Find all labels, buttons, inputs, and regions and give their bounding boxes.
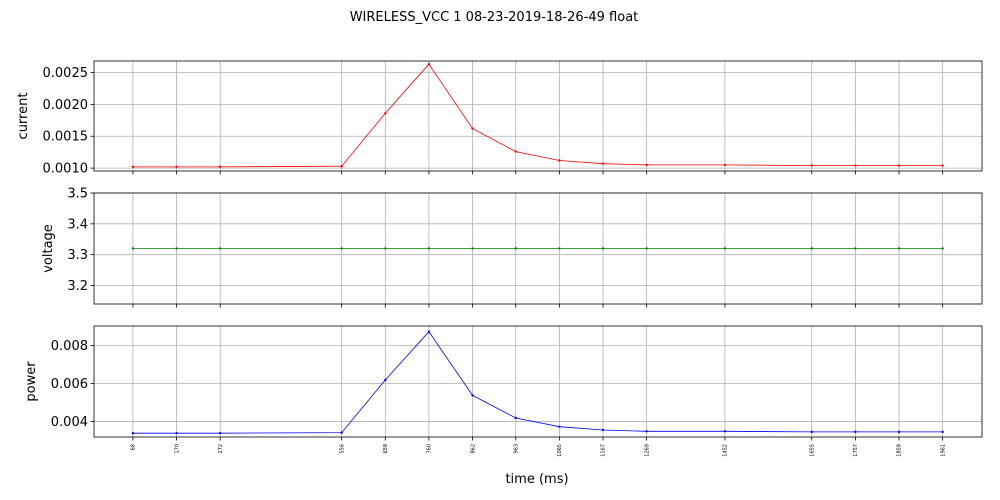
x-tick-label: 170 <box>174 444 180 454</box>
data-point <box>218 431 222 435</box>
chart-title: WIRELESS_VCC 1 08-23-2019-18-26-49 float <box>350 10 639 25</box>
y-tick-label: 0.004 <box>51 415 88 430</box>
data-point <box>854 164 857 167</box>
x-tick-label: 1757 <box>853 444 859 457</box>
data-point <box>897 164 901 167</box>
x-tick-label: 1452 <box>723 444 729 457</box>
x-tick-label: 963 <box>513 444 519 454</box>
data-point <box>427 62 431 66</box>
data-point <box>941 247 944 250</box>
data-point <box>175 165 178 169</box>
x-tick-label: 1269 <box>644 444 650 457</box>
data-point <box>810 247 813 250</box>
data-point <box>601 162 605 165</box>
data-point <box>340 165 343 168</box>
data-point <box>471 394 474 397</box>
data-point <box>558 247 561 250</box>
data-point <box>854 247 857 250</box>
data-point <box>601 428 605 432</box>
y-tick-label: 0.0015 <box>43 130 89 145</box>
data-point <box>471 127 474 130</box>
data-point <box>601 247 605 250</box>
data-point <box>218 165 222 169</box>
data-point <box>340 247 343 250</box>
data-point <box>723 430 727 433</box>
data-point <box>471 247 474 250</box>
data-point <box>340 431 343 434</box>
y-tick-label: 0.0025 <box>43 66 89 81</box>
y-tick-label: 3.3 <box>67 248 88 263</box>
data-point <box>723 163 727 167</box>
data-point <box>645 163 648 167</box>
data-point <box>131 431 135 435</box>
data-point <box>218 247 222 250</box>
data-point <box>941 430 944 434</box>
data-point <box>384 112 387 115</box>
data-point <box>723 247 727 250</box>
data-point <box>558 159 561 162</box>
data-point <box>427 247 431 250</box>
x-tick-label: 1655 <box>809 444 815 457</box>
data-point <box>514 247 517 250</box>
axes-frame <box>93 192 983 305</box>
y-tick-label: 0.0010 <box>43 162 89 177</box>
data-point <box>645 247 648 250</box>
y-tick-label: 3.4 <box>67 217 88 232</box>
x-tick-label: 272 <box>218 444 224 454</box>
data-point <box>514 416 517 420</box>
subplot-current: 0.0010 0.0015 0.0020 0.0025 current <box>16 60 983 177</box>
data-point <box>514 150 517 153</box>
x-tick-label: 556 <box>339 444 345 454</box>
data-point <box>645 430 648 433</box>
subplot-power: 68 170 272 556 658 760 862 963 1065 1167 1269 1452 1… <box>24 325 983 457</box>
data-point <box>810 430 813 434</box>
y-tick-label: 0.008 <box>51 339 88 354</box>
data-point <box>941 164 944 167</box>
x-tick-label: 760 <box>427 444 433 454</box>
data-point <box>175 431 178 435</box>
x-tick-label: 1961 <box>940 444 946 457</box>
series-line <box>132 331 943 434</box>
data-point <box>131 247 135 250</box>
data-point <box>897 247 901 250</box>
y-axis-label: power <box>24 361 39 402</box>
data-point <box>897 430 901 434</box>
data-point <box>384 378 387 382</box>
y-tick-label: 0.006 <box>51 377 88 392</box>
data-point <box>558 425 561 428</box>
data-point <box>175 247 178 250</box>
axes-frame <box>93 325 983 438</box>
subplot-voltage: 3.2 3.3 3.4 3.5 voltage <box>41 187 983 308</box>
y-axis-label: current <box>16 93 31 140</box>
y-axis-label: voltage <box>41 224 56 273</box>
data-point <box>427 330 431 333</box>
x-tick-label: 1167 <box>601 444 607 457</box>
x-axis-label: time (ms) <box>505 472 568 487</box>
x-tick-label: 658 <box>383 444 389 454</box>
data-point <box>810 164 813 167</box>
data-point <box>384 247 387 250</box>
x-tick-label: 1859 <box>897 444 903 457</box>
x-tick-label: 862 <box>470 444 476 454</box>
y-tick-label: 3.5 <box>67 187 88 202</box>
series-line <box>132 63 943 168</box>
axes-frame <box>93 60 983 172</box>
data-point <box>131 165 135 169</box>
x-tick-label: 1065 <box>557 444 563 457</box>
y-tick-label: 0.0020 <box>43 98 89 113</box>
x-tick-label: 68 <box>131 444 137 450</box>
data-point <box>854 430 857 434</box>
y-tick-label: 3.2 <box>67 279 88 294</box>
